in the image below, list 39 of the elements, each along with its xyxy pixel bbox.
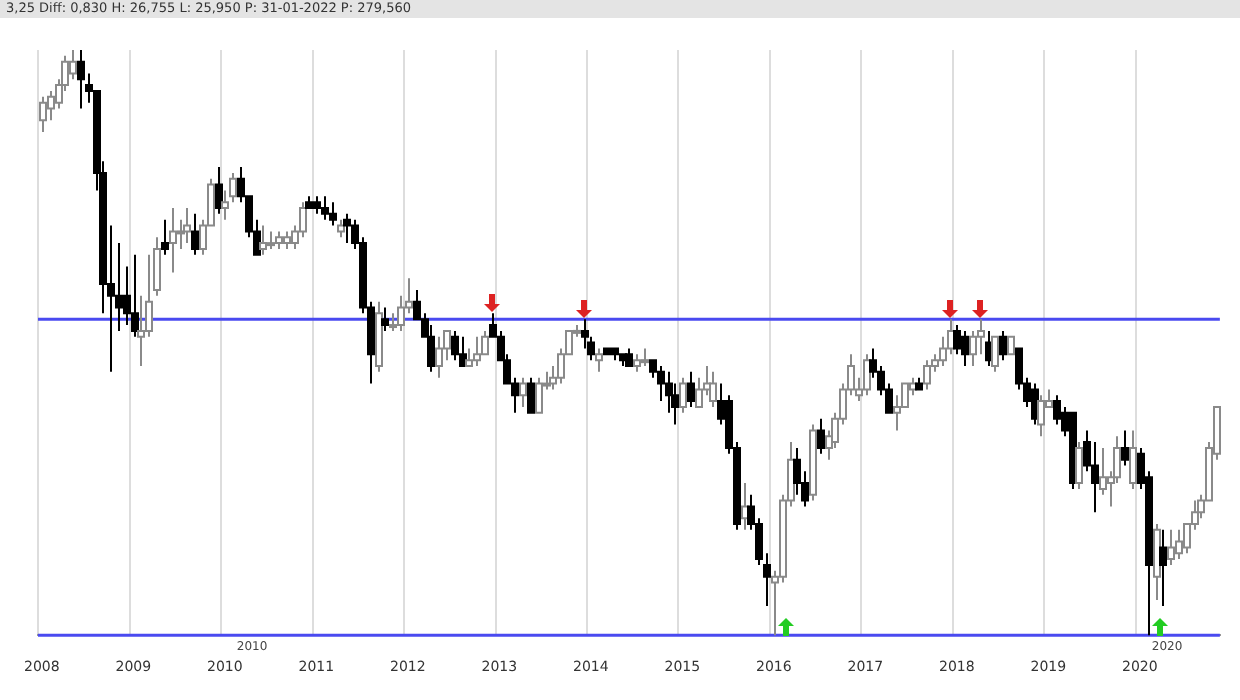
candlestick xyxy=(77,49,85,110)
candlestick xyxy=(923,359,931,391)
candlestick xyxy=(999,329,1007,362)
candlestick xyxy=(451,329,459,362)
candlestick xyxy=(215,166,223,215)
candlestick xyxy=(1075,441,1083,490)
candlestick xyxy=(595,347,603,373)
candlestick xyxy=(1129,429,1137,490)
candlestick xyxy=(169,207,177,274)
candlestick xyxy=(1167,528,1175,566)
candlestick xyxy=(1159,528,1167,607)
candlestick xyxy=(679,376,687,414)
candlestick xyxy=(69,49,77,81)
candlestick xyxy=(991,335,999,373)
candlestick xyxy=(435,335,443,379)
candlestick xyxy=(161,218,169,256)
candlestick xyxy=(519,376,527,408)
candlestick xyxy=(961,329,969,368)
candlestick xyxy=(709,370,717,408)
candlestick xyxy=(459,335,467,368)
candlestick xyxy=(535,376,543,414)
candlestick xyxy=(183,207,191,245)
candlestick xyxy=(527,376,535,414)
candlestick xyxy=(1153,523,1161,602)
candlestick xyxy=(321,195,329,221)
candlestick xyxy=(329,201,337,227)
candlestick xyxy=(1037,394,1045,438)
candlestick xyxy=(1121,429,1129,467)
candlestick xyxy=(687,370,695,408)
candlestick xyxy=(191,212,199,256)
candlestick xyxy=(131,253,139,338)
candlestick xyxy=(259,224,267,256)
candlestick xyxy=(381,306,389,332)
candlestick xyxy=(343,212,351,245)
candlestick xyxy=(1175,528,1183,561)
candlestick xyxy=(473,335,481,368)
candlestick xyxy=(39,95,47,133)
candlestick xyxy=(817,417,825,455)
candlestick xyxy=(427,324,435,373)
